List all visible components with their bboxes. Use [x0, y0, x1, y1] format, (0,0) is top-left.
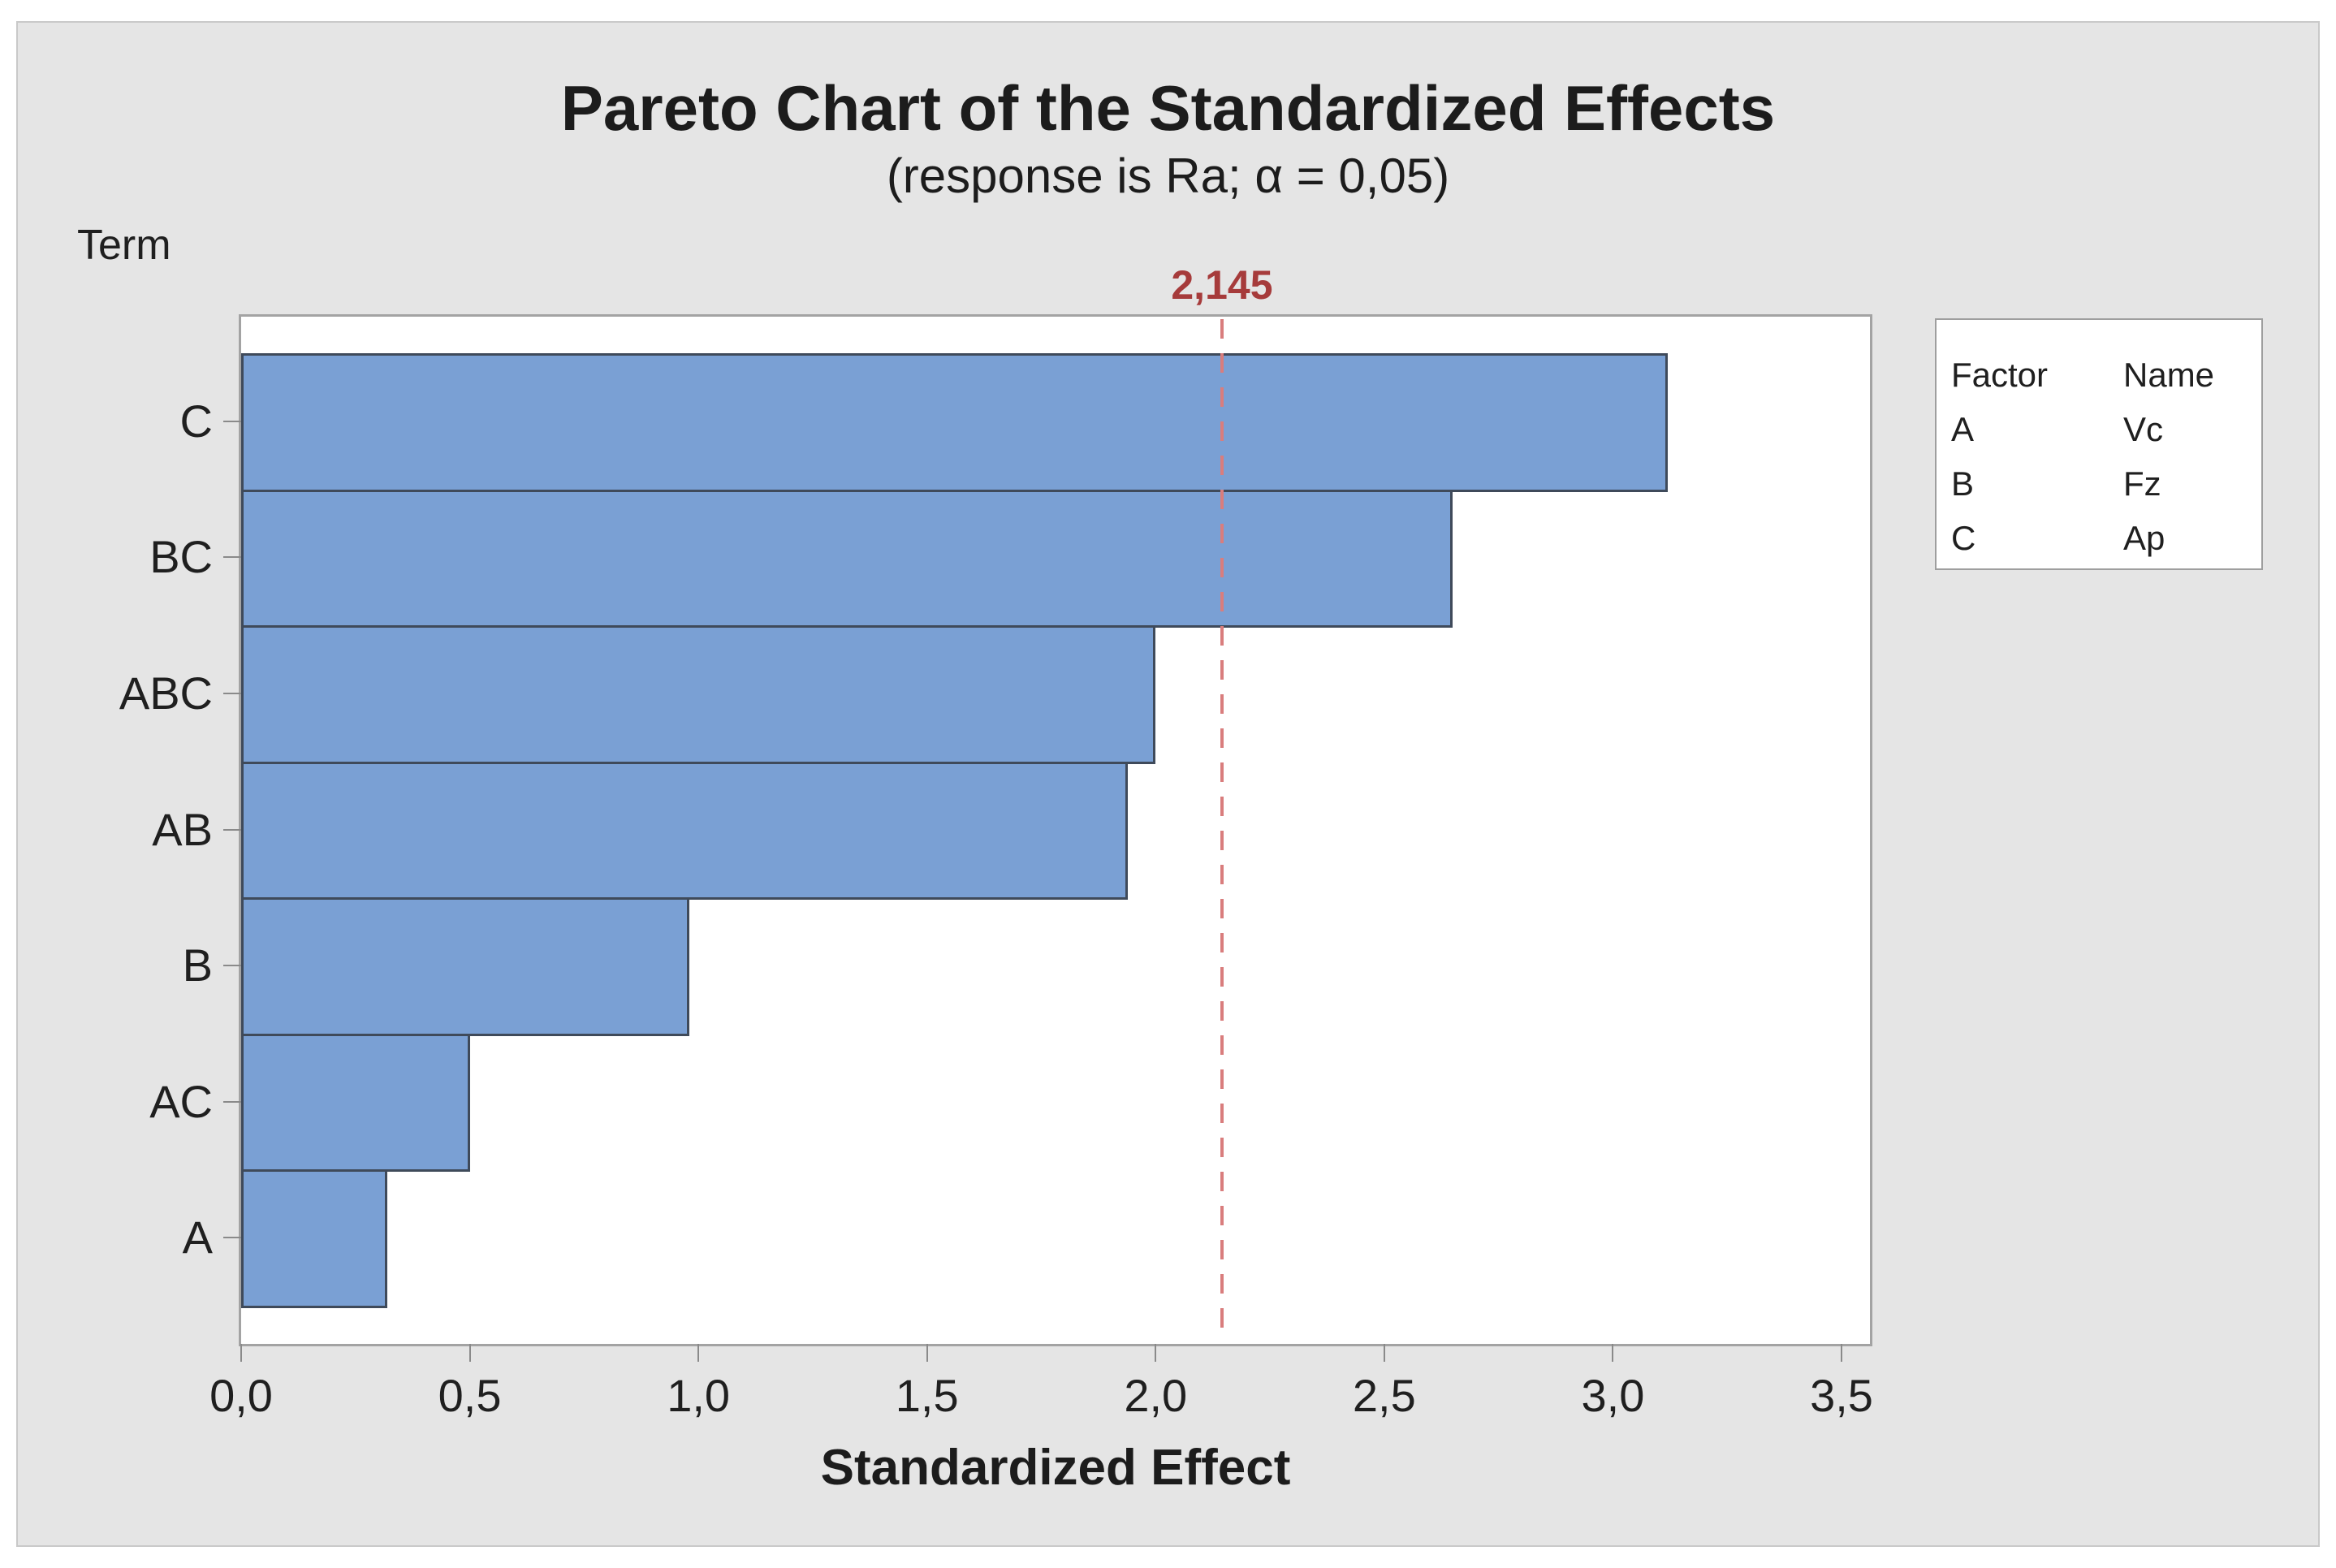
- y-tick-label-BC: BC: [149, 531, 213, 583]
- legend-name: Vc: [2123, 410, 2164, 448]
- x-tick-3,0: [1612, 1344, 1614, 1362]
- y-axis-title: Term: [77, 222, 171, 269]
- bar-AC: [241, 1033, 470, 1173]
- reference-line: [1220, 319, 1224, 1339]
- bar-BC: [241, 489, 1453, 628]
- legend-header-row: Factor Name: [1951, 348, 2261, 402]
- legend-header-factor: Factor: [1951, 356, 2049, 394]
- legend-name: Ap: [2123, 519, 2165, 557]
- x-tick-3,5: [1841, 1344, 1842, 1362]
- bar-B: [241, 897, 689, 1036]
- legend-factor: A: [1951, 410, 1975, 448]
- y-tick-label-AC: AC: [149, 1075, 213, 1127]
- factor-legend: Factor Name A Vc B Fz C Ap: [1935, 318, 2263, 570]
- x-tick-0,0: [240, 1344, 242, 1362]
- y-tick-label-C: C: [179, 395, 213, 447]
- legend-row-A: A Vc: [1951, 402, 2261, 456]
- bar-AB: [241, 761, 1128, 901]
- y-tick-label-AB: AB: [152, 803, 213, 855]
- x-tick-label-3,5: 3,5: [1810, 1370, 1873, 1421]
- y-tick-label-ABC: ABC: [119, 667, 213, 719]
- x-tick-1,0: [697, 1344, 700, 1362]
- legend-header-name: Name: [2123, 356, 2215, 394]
- x-axis-title: Standardized Effect: [820, 1440, 1291, 1496]
- bar-C: [241, 353, 1668, 492]
- y-tick-label-A: A: [182, 1212, 213, 1263]
- x-tick-label-0,5: 0,5: [438, 1370, 502, 1421]
- y-tick-ABC: [223, 692, 241, 694]
- legend-name: Fz: [2123, 464, 2161, 503]
- reference-line-label: 2,145: [1171, 262, 1273, 308]
- x-tick-2,0: [1155, 1344, 1157, 1362]
- legend-row-C: C Ap: [1951, 511, 2261, 565]
- x-tick-label-2,0: 2,0: [1124, 1370, 1188, 1421]
- x-tick-2,5: [1383, 1344, 1385, 1362]
- y-tick-label-B: B: [182, 940, 213, 991]
- legend-factor: B: [1951, 464, 1975, 503]
- x-tick-label-0,0: 0,0: [209, 1370, 273, 1421]
- x-tick-0,5: [468, 1344, 471, 1362]
- y-tick-BC: [223, 556, 241, 559]
- chart-subtitle: (response is Ra; α = 0,05): [886, 149, 1450, 203]
- x-tick-label-3,0: 3,0: [1581, 1370, 1645, 1421]
- legend-row-B: B Fz: [1951, 456, 2261, 511]
- x-tick-1,5: [926, 1344, 928, 1362]
- y-tick-B: [223, 965, 241, 967]
- bar-ABC: [241, 625, 1155, 764]
- x-tick-label-1,5: 1,5: [895, 1370, 959, 1421]
- x-tick-label-1,0: 1,0: [667, 1370, 731, 1421]
- y-tick-C: [223, 420, 241, 422]
- y-tick-AB: [223, 828, 241, 831]
- y-tick-AC: [223, 1100, 241, 1103]
- legend-factor: C: [1951, 519, 1976, 557]
- chart-title: Pareto Chart of the Standardized Effects: [560, 72, 1776, 144]
- y-tick-A: [223, 1237, 241, 1239]
- x-tick-label-2,5: 2,5: [1352, 1370, 1416, 1421]
- bar-A: [241, 1169, 387, 1308]
